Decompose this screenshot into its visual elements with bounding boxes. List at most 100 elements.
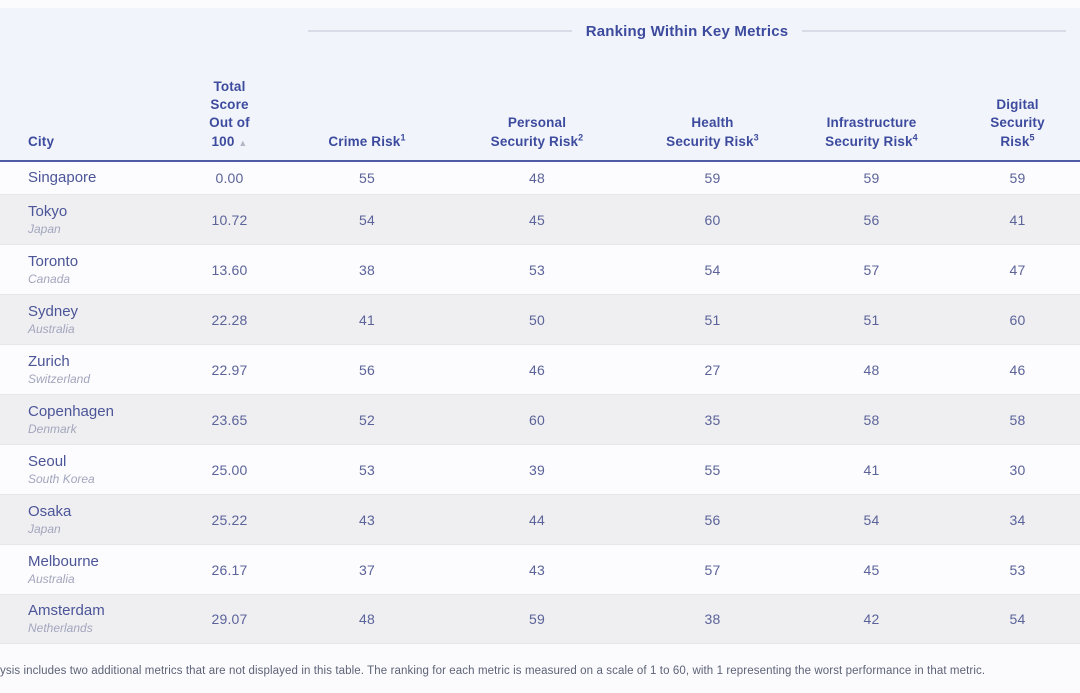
footnote-text: ysis includes two additional metrics tha… (0, 665, 986, 677)
city-cell: Copenhagen Denmark (0, 403, 162, 437)
footnote-marker-4: 4 (912, 132, 918, 143)
personal-security-cell: 50 (529, 311, 545, 328)
digital-security-cell: 58 (1009, 411, 1026, 428)
infrastructure-security-cell: 58 (863, 411, 880, 428)
table-row-seoul: Seoul South Korea 25.00 53 39 55 41 30 (0, 444, 1080, 494)
city-cell: Osaka Japan (0, 503, 162, 537)
city-cell: Toronto Canada (0, 253, 162, 287)
personal-security-cell: 43 (529, 561, 545, 578)
crime-risk-cell: 52 (359, 411, 375, 428)
total-score-cell: 25.22 (211, 511, 248, 528)
digital-security-cell: 53 (1009, 561, 1026, 578)
top-strip (0, 0, 1080, 8)
country-name: Netherlands (28, 621, 93, 635)
infrastructure-security-cell: 54 (863, 511, 880, 528)
city-cell: Melbourne Australia (0, 553, 162, 587)
crime-risk-cell: 48 (359, 611, 375, 627)
infrastructure-security-cell: 59 (863, 170, 880, 186)
health-security-cell: 57 (704, 561, 721, 578)
health-security-cell: 55 (704, 461, 721, 478)
crime-risk-cell: 41 (359, 311, 375, 328)
country-name: Australia (28, 571, 75, 586)
city-cell: Sydney Australia (0, 303, 162, 337)
column-header-health-security-risk[interactable]: Health Security Risk3 (666, 115, 759, 149)
personal-security-cell: 45 (529, 211, 545, 228)
infrastructure-security-cell: 42 (863, 611, 880, 627)
infrastructure-security-cell: 48 (863, 361, 880, 378)
column-header-digital-security-risk[interactable]: Digital Security Risk5 (990, 96, 1045, 149)
crime-risk-cell: 55 (359, 170, 375, 186)
country-name: Japan (28, 521, 61, 536)
digital-security-cell: 59 (1009, 170, 1026, 186)
country-name: Japan (28, 221, 61, 236)
table-row-sydney: Sydney Australia 22.28 41 50 51 51 60 (0, 294, 1080, 344)
personal-security-cell: 46 (529, 361, 545, 378)
digital-security-cell: 34 (1009, 511, 1026, 528)
heading-right-rule (802, 30, 1067, 32)
health-security-cell: 54 (704, 261, 721, 278)
table-row-zurich: Zurich Switzerland 22.97 56 46 27 48 46 (0, 344, 1080, 394)
city-name: Amsterdam (28, 602, 105, 619)
country-name: Switzerland (28, 371, 91, 386)
health-security-cell: 35 (704, 411, 721, 428)
crime-risk-cell: 54 (359, 211, 375, 228)
total-score-cell: 0.00 (215, 170, 244, 186)
crime-risk-cell: 56 (359, 361, 375, 378)
city-name: Seoul (28, 452, 67, 470)
crime-risk-cell: 37 (359, 561, 375, 578)
digital-security-cell: 41 (1009, 211, 1026, 228)
health-security-cell: 38 (704, 611, 721, 627)
footnote-marker-1: 1 (400, 132, 406, 143)
table-row-melbourne: Melbourne Australia 26.17 37 43 57 45 53 (0, 544, 1080, 594)
city-name: Singapore (28, 169, 97, 186)
crime-risk-cell: 43 (359, 511, 375, 528)
infrastructure-security-cell: 56 (863, 211, 880, 228)
city-name: Sydney (28, 302, 79, 320)
personal-security-cell: 48 (529, 170, 545, 186)
city-cell: Singapore (0, 169, 162, 187)
personal-security-cell: 44 (529, 511, 545, 528)
column-header-city: City (28, 133, 55, 149)
total-score-cell: 25.00 (211, 461, 248, 478)
city-name: Zurich (28, 352, 70, 370)
column-header-total-score[interactable]: Total Score Out of 100 ▲ (209, 78, 250, 149)
crime-risk-cell: 38 (359, 261, 375, 278)
footnote-marker-5: 5 (1029, 132, 1035, 143)
health-security-cell: 56 (704, 511, 721, 528)
total-score-cell: 13.60 (211, 261, 248, 278)
city-cell: Tokyo Japan (0, 203, 162, 237)
personal-security-cell: 39 (529, 461, 545, 478)
table-body: Singapore 0.00 55 48 59 59 59 Tokyo Japa… (0, 160, 1080, 644)
sort-ascending-icon[interactable]: ▲ (238, 137, 248, 148)
total-score-cell: 29.07 (211, 611, 248, 627)
table-header-band: Ranking Within Key Metrics City Total Sc… (0, 8, 1080, 160)
country-name: Australia (28, 321, 75, 336)
digital-security-cell: 46 (1009, 361, 1026, 378)
infrastructure-security-cell: 45 (863, 561, 880, 578)
city-cell: Amsterdam Netherlands (0, 602, 162, 636)
infrastructure-security-cell: 57 (863, 261, 880, 278)
total-score-cell: 22.28 (211, 311, 248, 328)
column-header-personal-security-risk[interactable]: Personal Security Risk2 (490, 115, 584, 149)
digital-security-cell: 60 (1009, 311, 1026, 328)
health-security-cell: 51 (704, 311, 721, 328)
infrastructure-security-cell: 41 (863, 461, 880, 478)
digital-security-cell: 54 (1009, 611, 1026, 627)
digital-security-cell: 30 (1009, 461, 1026, 478)
footnote-marker-3: 3 (753, 132, 759, 143)
total-score-cell: 10.72 (211, 211, 248, 228)
table-row-amsterdam: Amsterdam Netherlands 29.07 48 59 38 42 … (0, 594, 1080, 644)
city-name: Tokyo (28, 202, 68, 220)
city-cell: Seoul South Korea (0, 453, 162, 487)
column-header-crime-risk[interactable]: Crime Risk1 (328, 132, 406, 149)
total-score-cell: 26.17 (211, 561, 248, 578)
table-row-singapore: Singapore 0.00 55 48 59 59 59 (0, 162, 1080, 194)
country-name: South Korea (28, 471, 95, 486)
table-row-osaka: Osaka Japan 25.22 43 44 56 54 34 (0, 494, 1080, 544)
footnote-marker-2: 2 (578, 132, 584, 143)
table-footnote-area: ysis includes two additional metrics tha… (0, 644, 1080, 693)
table-row-tokyo: Tokyo Japan 10.72 54 45 60 56 41 (0, 194, 1080, 244)
total-score-cell: 22.97 (211, 361, 248, 378)
column-header-infrastructure-security-risk[interactable]: Infrastructure Security Risk4 (825, 115, 918, 149)
